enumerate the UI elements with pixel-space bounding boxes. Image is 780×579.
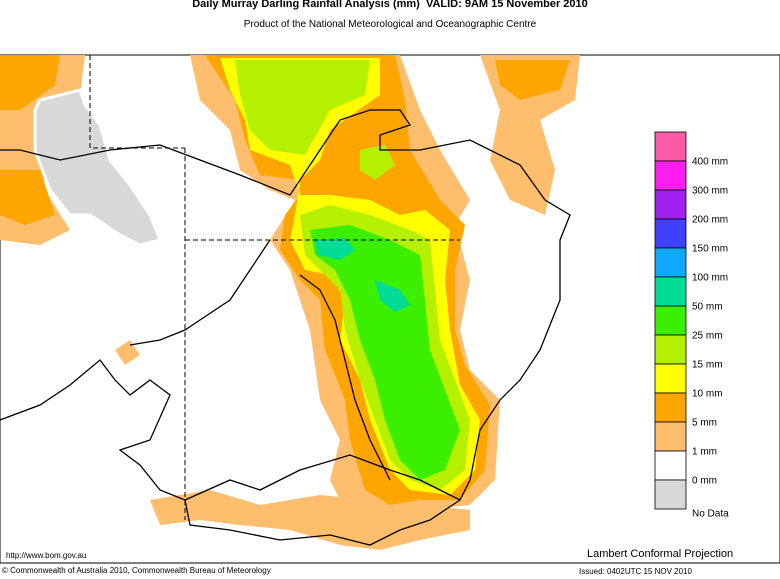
legend-label: 100 mm [692, 273, 728, 284]
legend-swatch [654, 305, 687, 336]
legend-label: No Data [692, 509, 729, 520]
legend-swatch [654, 334, 687, 365]
title: Daily Murray Darling Rainfall Analysis (… [192, 0, 588, 10]
legend: 400 mm 300 mm 200 mm 150 mm 100 mm 50 mm 25 mm… [654, 131, 729, 520]
legend-label: 10 mm [692, 389, 723, 400]
rainfall-map [0, 54, 780, 564]
subtitle: Product of the National Meteorological a… [244, 19, 537, 30]
legend-label: 25 mm [692, 331, 723, 342]
legend-swatch [654, 247, 687, 278]
legend-label: 5 mm [692, 418, 717, 429]
legend-label: 15 mm [692, 360, 723, 371]
legend-swatch [654, 479, 687, 510]
legend-swatch [654, 189, 687, 220]
legend-swatch [654, 421, 687, 452]
legend-swatch [654, 218, 687, 249]
legend-swatch [654, 160, 687, 191]
legend-swatch [654, 392, 687, 423]
legend-label: 200 mm [692, 215, 728, 226]
legend-swatch [654, 131, 687, 162]
copyright: © Commonwealth of Australia 2010, Common… [2, 566, 271, 575]
legend-label: 400 mm [692, 157, 728, 168]
legend-label: 50 mm [692, 302, 723, 313]
projection: Lambert Conformal Projection [587, 548, 733, 560]
legend-swatch [654, 276, 687, 307]
legend-label: 300 mm [692, 186, 728, 197]
legend-label: 0 mm [692, 476, 717, 487]
legend-label: 150 mm [692, 244, 728, 255]
legend-swatch [654, 450, 687, 481]
legend-swatch [654, 363, 687, 394]
issued: Issued: 0402UTC 15 NOV 2010 [579, 567, 693, 576]
legend-label: 1 mm [692, 447, 717, 458]
url: http://www.bom.gov.au [6, 551, 86, 560]
